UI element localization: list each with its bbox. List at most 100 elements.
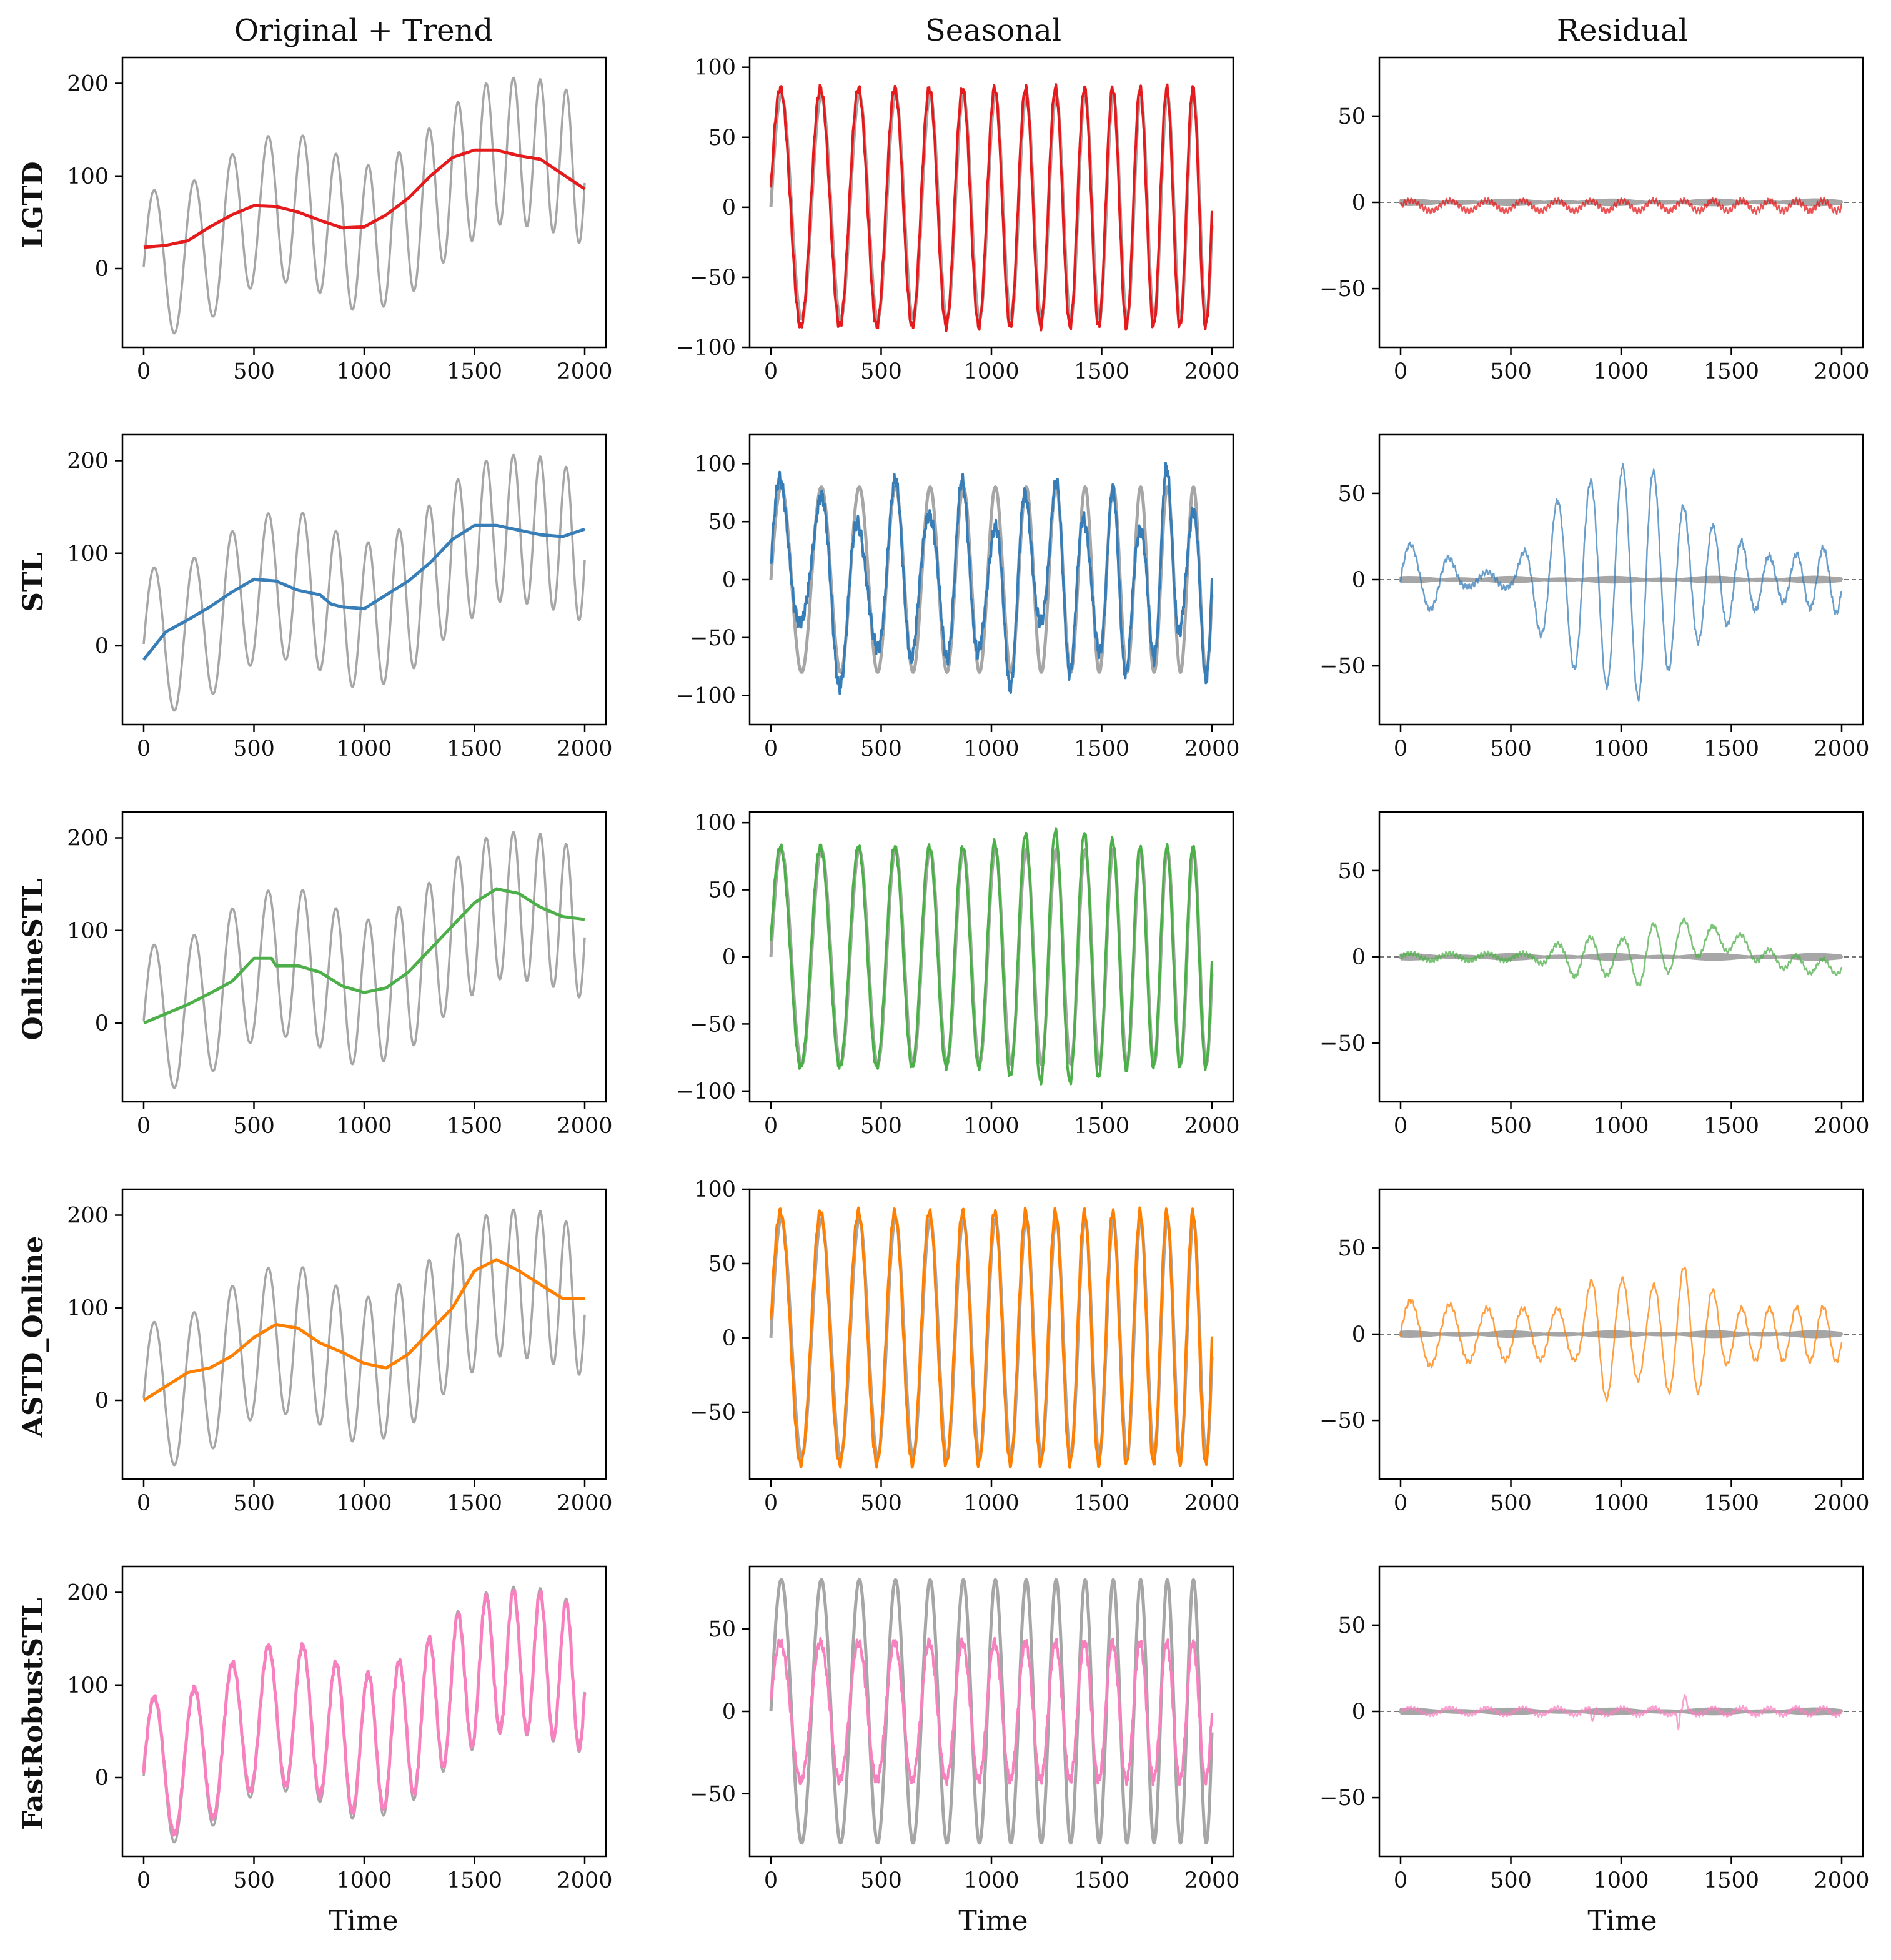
x-tick-label: 0 [137, 359, 151, 384]
trend-line [142, 523, 586, 661]
panel-seasonal-stl: 0 500 1000 1500 2000 −100 −50 0 50 100 [676, 433, 1240, 761]
x-axis-labels: Time Time Time [329, 1905, 1657, 1937]
panel-seasonal-onlinestl: 0 500 1000 1500 2000 −100 −50 0 50 100 [676, 811, 1240, 1139]
seasonal-line [770, 462, 1213, 695]
x-tick-label: 0 [137, 1491, 151, 1516]
x-tick-label: 500 [860, 1114, 902, 1139]
y-tick-label: −100 [676, 335, 736, 360]
panel-residual-onlinestl: 0 500 1000 1500 2000 −50 0 50 [1319, 811, 1870, 1139]
y-tick-label: 0 [95, 257, 109, 282]
y-tick-label: 0 [1352, 945, 1366, 970]
x-tick-label: 2000 [1184, 736, 1239, 761]
y-tick-label: 50 [1338, 482, 1366, 507]
y-tick-label: 0 [722, 568, 736, 593]
y-tick-label: −50 [690, 265, 736, 290]
panel-residual-lgtd: 0 500 1000 1500 2000 −50 0 50 [1319, 56, 1870, 384]
x-tick-label: 2000 [1184, 1114, 1239, 1139]
y-tick-label: −50 [690, 1012, 736, 1037]
y-tick-label: 0 [1352, 1700, 1366, 1725]
y-tick-label: 100 [694, 1177, 736, 1202]
y-tick-label: 50 [1338, 859, 1366, 884]
residual-line [1399, 196, 1843, 215]
x-tick-label: 500 [860, 1491, 902, 1516]
y-tick-label: −50 [690, 1400, 736, 1425]
y-tick-label: 100 [694, 811, 736, 836]
x-tick-label: 2000 [557, 359, 612, 384]
column-titles: Original + Trend Seasonal Residual [234, 13, 1688, 48]
x-tick-label: 1500 [447, 736, 502, 761]
y-tick-label: 50 [708, 1617, 736, 1642]
y-tick-label: 0 [722, 945, 736, 970]
column-title-residual: Residual [1557, 13, 1688, 48]
plot-area [142, 1208, 586, 1467]
trend-line [142, 1258, 586, 1402]
plot-area [1379, 1267, 1863, 1402]
y-tick-label: −50 [1319, 1408, 1366, 1433]
plot-area [1379, 196, 1863, 215]
x-tick-label: 1500 [1074, 736, 1129, 761]
x-tick-label: 1500 [447, 1868, 502, 1893]
residual-line [1400, 1694, 1843, 1731]
x-tick-label: 2000 [1184, 359, 1239, 384]
y-tick-label: 200 [67, 449, 109, 474]
x-tick-label: 500 [860, 1868, 902, 1893]
x-tick-label: 0 [764, 1868, 778, 1893]
x-tick-label: 2000 [557, 736, 612, 761]
x-tick-label: 1000 [963, 1491, 1019, 1516]
y-tick-label: 50 [1338, 1613, 1366, 1638]
x-tick-label: 2000 [1814, 736, 1869, 761]
x-tick-label: 2000 [1814, 1491, 1869, 1516]
x-label-col3: Time [1587, 1905, 1657, 1937]
x-tick-label: 0 [137, 1114, 151, 1139]
x-tick-label: 2000 [557, 1491, 612, 1516]
x-tick-label: 1500 [447, 359, 502, 384]
y-tick-label: 200 [67, 1204, 109, 1229]
x-tick-label: 1000 [336, 1868, 392, 1893]
seasonal-line [770, 1636, 1213, 1786]
original-series-line [142, 76, 586, 335]
axes-frame [121, 433, 607, 726]
x-tick-label: 0 [764, 736, 778, 761]
x-tick-label: 0 [1394, 1491, 1407, 1516]
x-label-col1: Time [329, 1905, 398, 1937]
residual-line [1399, 917, 1843, 987]
x-tick-label: 1000 [1593, 736, 1649, 761]
y-tick-label: 100 [67, 542, 109, 567]
y-tick-label: 0 [1352, 568, 1366, 593]
x-tick-label: 1000 [1593, 1868, 1649, 1893]
y-tick-label: −50 [1319, 1786, 1366, 1811]
row-label-onlinestl: OnlineSTL [17, 878, 49, 1040]
y-tick-label: 0 [722, 196, 736, 220]
axes-frame [121, 811, 607, 1103]
trend-line [142, 887, 586, 1025]
y-tick-label: 50 [1338, 104, 1366, 129]
y-tick-label: 0 [1352, 191, 1366, 215]
y-tick-label: 0 [1352, 1322, 1366, 1347]
y-tick-label: 0 [95, 634, 109, 659]
row-labels: LGTD STL OnlineSTL ASTD_Online FastRobus… [17, 161, 49, 1830]
original-series-line [142, 453, 586, 712]
plot-area [769, 462, 1214, 695]
panel-original-trend-astd-online: 0 500 1000 1500 2000 0 100 200 [67, 1188, 613, 1516]
trend-line [142, 148, 586, 249]
y-tick-label: 50 [708, 510, 736, 535]
x-tick-label: 1000 [336, 736, 392, 761]
x-tick-label: 1500 [1704, 736, 1759, 761]
x-tick-label: 0 [1394, 1868, 1407, 1893]
y-tick-label: 0 [95, 1766, 109, 1791]
x-tick-label: 1500 [1704, 1491, 1759, 1516]
x-tick-label: 500 [1490, 736, 1532, 761]
x-tick-label: 1500 [1074, 1114, 1129, 1139]
y-tick-label: 100 [67, 1673, 109, 1698]
x-tick-label: 1500 [1704, 1868, 1759, 1893]
panel-seasonal-fastrobuststl: 0 500 1000 1500 2000 −50 0 50 [690, 1565, 1240, 1893]
x-tick-label: 500 [233, 1491, 275, 1516]
x-tick-label: 0 [137, 736, 151, 761]
panel-seasonal-astd-online: 0 500 1000 1500 2000 −50 0 50 100 [690, 1177, 1239, 1516]
x-tick-label: 2000 [557, 1868, 612, 1893]
y-tick-label: −50 [690, 626, 736, 651]
panel-original-trend-stl: 0 500 1000 1500 2000 0 100 200 [67, 433, 613, 761]
y-tick-label: 50 [708, 1252, 736, 1277]
